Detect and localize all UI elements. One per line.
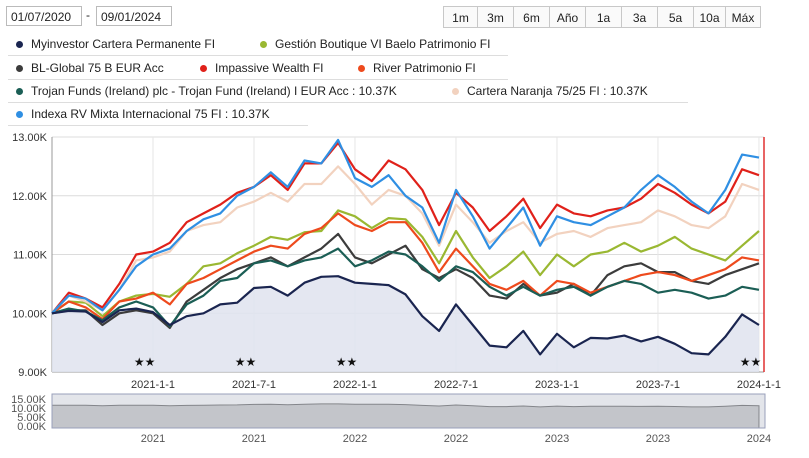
event-markers: ★★ ★★ ★★ ★★	[134, 355, 761, 369]
range-button-max[interactable]: Máx	[725, 6, 761, 28]
legend-marker-icon	[16, 110, 23, 118]
legend-label: Myinvestor Cartera Permanente FI	[31, 37, 216, 51]
legend-item[interactable]: Cartera Naranja 75/25 FI : 10.37K	[444, 84, 648, 98]
date-from-input[interactable]: 01/07/2020	[6, 6, 82, 26]
legend-item[interactable]: Gestión Boutique VI Baelo Patrimonio FI	[252, 37, 490, 51]
navigator-y-label: 10.00K	[11, 403, 47, 415]
event-marker-stars[interactable]: ★★	[336, 355, 358, 369]
legend-item[interactable]: Myinvestor Cartera Permanente FI	[8, 37, 252, 51]
range-button-5a[interactable]: 5a	[657, 6, 694, 28]
navigator-y-label: 0.00K	[17, 421, 46, 433]
x-tick-label: 2022-1-1	[333, 379, 377, 391]
navigator-x-label: 2024	[747, 433, 771, 445]
series-lines	[51, 138, 760, 356]
y-tick-label: 11.00K	[13, 250, 48, 262]
x-tick-label: 2023-1-1	[535, 379, 579, 391]
navigator-y-label: 15.00K	[11, 394, 47, 406]
legend-marker-icon	[358, 64, 365, 72]
navigator-x-label: 2023	[646, 433, 670, 445]
legend-label: BL-Global 75 B EUR Acc	[31, 61, 164, 75]
range-button-1m[interactable]: 1m	[443, 6, 478, 28]
x-tick-label: 2024-1-1	[737, 379, 781, 391]
series-line-river-patrimonio-fi[interactable]	[51, 212, 760, 321]
legend-marker-icon	[16, 40, 23, 48]
range-button-3a[interactable]: 3a	[621, 6, 658, 28]
navigator-x-label: 2021	[141, 433, 165, 445]
range-button-6m[interactable]: 6m	[513, 6, 550, 28]
legend-row-3: Trojan Funds (Ireland) plc - Trojan Fund…	[8, 80, 688, 103]
navigator-series	[51, 403, 760, 429]
range-button-ytd[interactable]: Año	[549, 6, 586, 28]
legend-label: Gestión Boutique VI Baelo Patrimonio FI	[275, 37, 491, 51]
event-marker-stars[interactable]: ★★	[740, 355, 762, 369]
y-tick-label: 9.00K	[18, 367, 47, 379]
navigator-x-label: 2023	[545, 433, 569, 445]
legend-marker-icon	[260, 40, 267, 48]
event-marker-stars[interactable]: ★★	[134, 355, 156, 369]
legend-label: Cartera Naranja 75/25 FI : 10.37K	[467, 84, 648, 98]
series-line-indexa-rv-mixta-internacional-75-fi[interactable]	[51, 138, 760, 315]
legend-row-1: Myinvestor Cartera Permanente FI Gestión…	[8, 33, 508, 56]
date-to-input[interactable]: 09/01/2024	[96, 6, 172, 26]
series-line-myinvestor-cartera-permanente-fi[interactable]	[51, 275, 760, 356]
x-tick-label: 2023-7-1	[636, 379, 680, 391]
series-line-impassive-wealth-fi[interactable]	[51, 141, 760, 314]
y-tick-label: 10.00K	[12, 308, 48, 320]
legend-label: Impassive Wealth FI	[215, 61, 324, 75]
x-tick-label: 2021-1-1	[131, 379, 175, 391]
x-tick-label: 2022-7-1	[434, 379, 478, 391]
legend-item[interactable]: River Patrimonio FI	[350, 61, 476, 75]
legend-label: Trojan Funds (Ireland) plc - Trojan Fund…	[31, 84, 397, 98]
x-tick-label: 2021-7-1	[232, 379, 276, 391]
legend-item[interactable]: Impassive Wealth FI	[192, 61, 350, 75]
legend-label: River Patrimonio FI	[373, 61, 476, 75]
legend-item[interactable]: Trojan Funds (Ireland) plc - Trojan Fund…	[8, 84, 444, 98]
legend-item[interactable]: BL-Global 75 B EUR Acc	[8, 61, 192, 75]
y-tick-label: 13.00K	[12, 132, 48, 144]
area-fill	[52, 276, 759, 372]
legend-label: Indexa RV Mixta Internacional 75 FI : 10…	[31, 107, 270, 121]
series-line-bl-global-75-b-eur-acc[interactable]	[51, 232, 760, 329]
navigator-x-label: 2021	[242, 433, 266, 445]
legend-marker-icon	[452, 87, 459, 95]
legend-item[interactable]: Indexa RV Mixta Internacional 75 FI : 10…	[8, 107, 270, 121]
legend-marker-icon	[200, 64, 207, 72]
series-line-trojan-funds-ireland-plc-trojan-fund-ireland-i-eur-acc[interactable]	[51, 247, 760, 328]
navigator-y-label: 5.00K	[17, 412, 46, 424]
legend-marker-icon	[16, 64, 23, 72]
range-button-10a[interactable]: 10a	[693, 6, 726, 28]
navigator-x-label: 2022	[444, 433, 468, 445]
area-fill-myinvestor	[52, 276, 759, 372]
date-separator: -	[86, 8, 90, 22]
navigator-x-label: 2022	[343, 433, 367, 445]
legend-row-4: Indexa RV Mixta Internacional 75 FI : 10…	[8, 103, 308, 126]
range-selector: 1m 3m 6m Año 1a 3a 5a 10a Máx	[443, 6, 761, 28]
event-marker-stars[interactable]: ★★	[235, 355, 257, 369]
y-tick-label: 12.00K	[12, 191, 48, 203]
axis-labels: 9.00K 10.00K 11.00K 12.00K 13.00K 2021-1-1 202…	[12, 132, 781, 391]
legend-row-2: BL-Global 75 B EUR Acc Impassive Wealth …	[8, 57, 508, 80]
series-line-gesti-n-boutique-vi-baelo-patrimonio-fi[interactable]	[51, 209, 760, 318]
legend-marker-icon	[16, 87, 23, 95]
navigator-window[interactable]	[51, 393, 766, 429]
